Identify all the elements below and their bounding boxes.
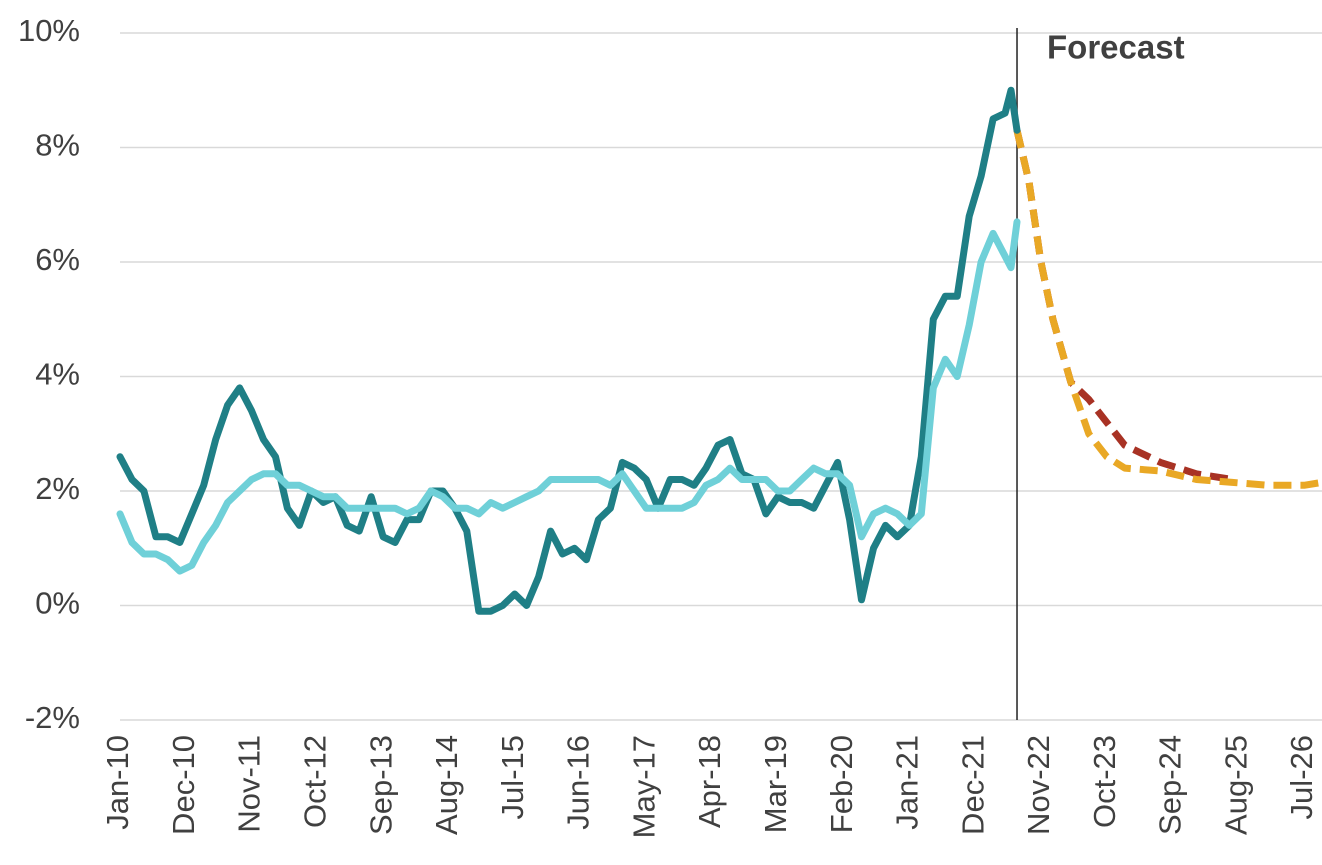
y-tick-label: 4% — [35, 357, 80, 392]
series-line — [116, 86, 1021, 615]
series-line — [1013, 129, 1322, 489]
y-tick-label: 6% — [35, 242, 80, 277]
x-tick-label: Mar-19 — [758, 735, 793, 833]
y-tick-label: -2% — [25, 700, 80, 735]
x-tick-label: Jan-21 — [890, 735, 925, 830]
x-tick-label: Feb-20 — [824, 735, 859, 833]
x-tick-label: Oct-12 — [298, 735, 333, 828]
x-tick-label: Jun-16 — [561, 735, 596, 830]
x-tick-label: Jul-15 — [495, 735, 530, 819]
x-tick-label: Aug-14 — [429, 735, 464, 835]
y-tick-label: 0% — [35, 586, 80, 621]
x-tick-label: Apr-18 — [692, 735, 727, 828]
x-tick-label: Sep-24 — [1153, 735, 1188, 835]
y-tick-label: 8% — [35, 128, 80, 163]
x-tick-label: May-17 — [626, 735, 661, 838]
y-tick-label: 10% — [18, 13, 80, 48]
x-tick-label: Aug-25 — [1218, 735, 1253, 835]
annotation: Forecast — [1047, 29, 1185, 66]
x-tick-label: Oct-23 — [1087, 735, 1122, 828]
series-line — [116, 218, 1021, 575]
x-tick-label: Dec-10 — [166, 735, 201, 835]
series-line — [1013, 129, 1233, 483]
x-tick-label: Nov-22 — [1021, 735, 1056, 835]
x-tick-label: Jan-10 — [100, 735, 135, 830]
x-tick-label: Jul-26 — [1284, 735, 1319, 819]
x-tick-label: Nov-11 — [232, 735, 267, 833]
x-tick-label: Dec-21 — [955, 735, 990, 835]
y-tick-label: 2% — [35, 471, 80, 506]
x-tick-label: Sep-13 — [363, 735, 398, 835]
